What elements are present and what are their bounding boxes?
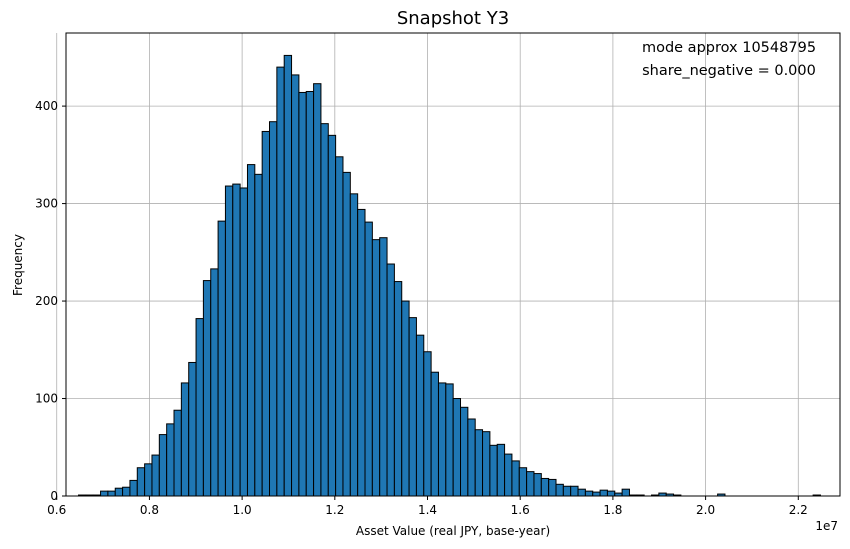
histogram-bar <box>144 463 153 497</box>
annotation-share-negative: share_negative = 0.000 <box>642 63 816 79</box>
histogram-bar <box>511 460 520 497</box>
histogram-bar <box>232 183 241 497</box>
histogram-bar <box>489 444 498 497</box>
histogram-bar <box>349 193 359 497</box>
histogram-bar <box>430 371 439 497</box>
histogram-bar <box>584 490 594 497</box>
histogram-bar <box>540 477 550 497</box>
histogram-bar <box>114 487 124 497</box>
histogram-bar <box>217 220 226 497</box>
y-axis-label: Frequency <box>11 234 25 296</box>
histogram-bar <box>291 74 300 497</box>
histogram-bar <box>100 490 109 497</box>
x-tick-label: 1.4 <box>418 503 437 517</box>
histogram-bar <box>467 418 476 497</box>
histogram-bar <box>158 434 168 497</box>
histogram-bar <box>518 467 528 497</box>
x-tick-label: 2.2 <box>789 503 808 517</box>
histogram-bar <box>364 221 373 497</box>
x-tick-label: 1.6 <box>511 503 530 517</box>
histogram-bar <box>408 317 417 497</box>
histogram-bar <box>195 318 204 497</box>
x-axis-label: Asset Value (real JPY, base-year) <box>356 524 550 538</box>
x-tick-label: 0.6 <box>47 503 66 517</box>
histogram-bar <box>423 351 432 497</box>
histogram-bar <box>151 454 160 497</box>
x-tick-label: 1.2 <box>325 503 344 517</box>
histogram-bars <box>78 54 821 497</box>
histogram-bar <box>180 382 190 497</box>
histogram-bar <box>599 489 608 497</box>
histogram-bar <box>621 488 630 497</box>
histogram-bar <box>261 130 271 497</box>
y-tick-label: 400 <box>35 99 58 113</box>
histogram-bar <box>415 334 425 497</box>
histogram-bar <box>452 398 462 497</box>
histogram-bar <box>313 83 322 497</box>
histogram-bar <box>246 164 256 497</box>
histogram-bar <box>592 491 601 497</box>
histogram-bar <box>570 485 579 497</box>
histogram-bar <box>136 467 146 497</box>
histogram-bar <box>320 123 329 497</box>
y-tick-label: 100 <box>35 392 58 406</box>
chart-title: Snapshot Y3 <box>397 8 509 29</box>
histogram-bar <box>269 121 278 497</box>
annotation-mode: mode approx 10548795 <box>642 40 816 56</box>
histogram-bar <box>305 90 315 497</box>
histogram-bar <box>393 281 403 497</box>
histogram-bar <box>224 185 234 497</box>
x-axis-offset-label: 1e7 <box>815 519 838 533</box>
histogram-bar <box>386 263 395 497</box>
histogram-bar <box>577 488 586 497</box>
histogram-bar <box>357 208 366 497</box>
x-tick-label: 1.0 <box>233 503 252 517</box>
histogram-bar <box>555 483 564 497</box>
x-tick-label: 0.8 <box>140 503 159 517</box>
histogram-bar <box>371 239 381 497</box>
histogram-bar <box>276 66 285 497</box>
histogram-bar <box>283 54 293 497</box>
histogram-bar <box>342 171 351 497</box>
y-tick-label: 200 <box>35 294 58 308</box>
histogram-bar <box>548 478 557 497</box>
histogram-bar <box>202 280 212 497</box>
x-tick-label: 1.8 <box>603 503 622 517</box>
y-tick-label: 300 <box>35 197 58 211</box>
histogram-bar <box>327 134 337 497</box>
histogram-bar <box>496 443 506 497</box>
histogram-bar <box>460 406 469 497</box>
histogram-bar <box>504 453 513 497</box>
x-tick-label: 2.0 <box>696 503 715 517</box>
histogram-bar <box>254 173 263 497</box>
histogram-bar <box>437 382 447 497</box>
histogram-bar <box>482 431 491 497</box>
histogram-bar <box>335 156 344 497</box>
histogram-bar <box>606 490 616 497</box>
histogram-bar <box>379 237 388 497</box>
histogram-bar <box>474 429 484 497</box>
histogram-bar <box>188 361 197 497</box>
histogram-bar <box>129 479 138 497</box>
axes-frame <box>65 32 841 497</box>
axis-ticks: 0.6 0.8 1.0 1.2 1.4 1.6 1.8 2.0 2.2 0 100 200 300 400 <box>35 99 808 517</box>
histogram-bar <box>173 409 182 497</box>
histogram-bar <box>166 423 175 497</box>
histogram-bar <box>210 268 219 497</box>
histogram-bar <box>533 473 542 497</box>
histogram-bar <box>401 300 410 497</box>
histogram-bar <box>526 471 535 497</box>
histogram-bar <box>239 187 248 497</box>
histogram-bar <box>298 91 307 497</box>
histogram-bar <box>122 486 131 497</box>
histogram-bar <box>107 490 116 497</box>
histogram-bar <box>445 383 454 497</box>
histogram-bar <box>562 485 572 497</box>
y-tick-label: 0 <box>50 489 58 503</box>
